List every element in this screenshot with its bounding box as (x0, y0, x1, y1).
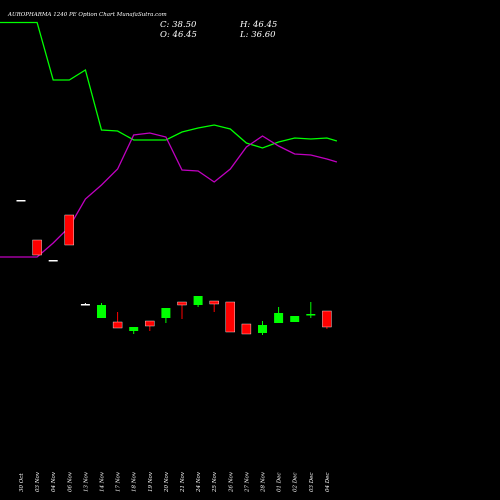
low-value: L: 36.60 (240, 30, 276, 40)
candle-body (32, 239, 42, 256)
x-tick-label: 20 Nov (164, 471, 170, 493)
high-value: H: 46.45 (240, 20, 278, 30)
candle-body (209, 300, 219, 305)
candle-body (145, 320, 155, 327)
candle-body (322, 310, 332, 328)
x-tick-label: 24 Nov (196, 471, 202, 493)
candle-body (258, 325, 267, 333)
candle-body (97, 305, 106, 318)
x-tick-label: 04 Nov (51, 471, 57, 492)
candle-body (16, 200, 26, 202)
candle-body (48, 260, 58, 262)
x-tick-label: 13 Nov (83, 471, 89, 492)
candle-body (225, 301, 236, 333)
candle-body (290, 316, 300, 322)
x-tick-label: 30 Oct (19, 473, 25, 492)
x-tick-label: 01 Dec (277, 473, 283, 493)
candle-body (241, 323, 252, 335)
candle-body (177, 301, 187, 306)
candle-body (64, 214, 75, 246)
x-tick-label: 02 Dec (293, 473, 299, 493)
x-tick-label: 21 Nov (180, 471, 186, 493)
x-tick-label: 03 Dec (309, 473, 315, 493)
chart-title: AUROPHARMA 1240 PE Option Chart MunafaSu… (8, 12, 167, 18)
candle-body (274, 313, 284, 323)
open-value: O: 46.45 (160, 30, 197, 40)
x-tick-label: 14 Nov (100, 471, 106, 492)
x-tick-label: 06 Nov (67, 471, 73, 492)
candle-body (306, 314, 316, 316)
close-value: C: 38.50 (160, 20, 197, 30)
x-tick-label: 04 Dec (325, 473, 331, 493)
x-tick-label: 03 Nov (35, 471, 41, 492)
x-tick-label: 26 Nov (228, 471, 234, 493)
x-tick-label: 28 Nov (261, 471, 267, 493)
x-tick-label: 25 Nov (212, 471, 218, 493)
candle-body (112, 321, 123, 329)
candle-body (193, 296, 203, 305)
x-tick-label: 19 Nov (148, 471, 154, 492)
candle-body (129, 327, 139, 331)
candle-body (80, 304, 90, 306)
indicator-line-2 (0, 132, 338, 258)
candle-body (161, 308, 171, 318)
indicator-line-1 (0, 21, 338, 149)
x-tick-label: 27 Nov (244, 471, 250, 493)
x-tick-label: 17 Nov (116, 471, 122, 492)
x-tick-label: 18 Nov (132, 471, 138, 492)
